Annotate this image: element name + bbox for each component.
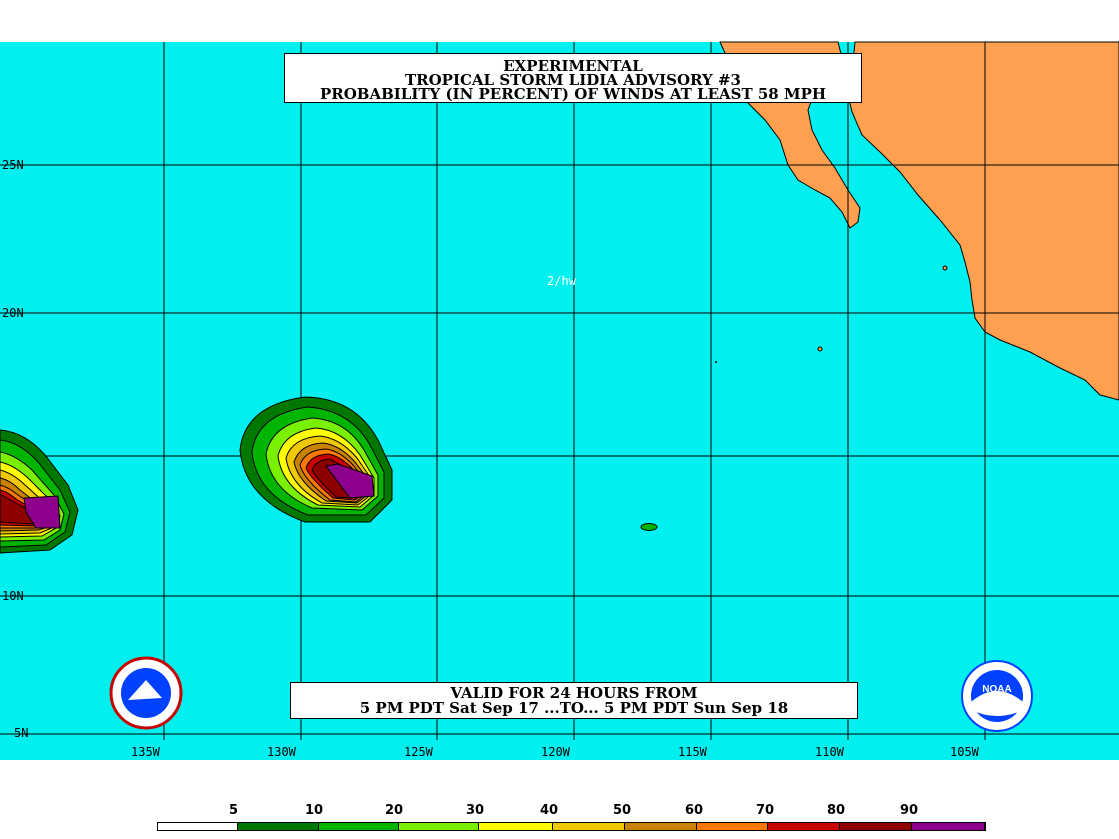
title-line-1: EXPERIMENTAL xyxy=(503,57,643,75)
legend-swatch xyxy=(399,823,479,830)
legend-tick: 80 xyxy=(827,803,846,818)
legend-color-bar xyxy=(157,822,986,831)
legend-swatch xyxy=(697,823,768,830)
legend-swatch xyxy=(912,823,985,830)
legend-swatch xyxy=(768,823,840,830)
legend-tick: 50 xyxy=(613,803,632,818)
legend-swatch xyxy=(479,823,553,830)
legend-tick: 60 xyxy=(685,803,704,818)
legend-tick: 30 xyxy=(466,803,485,818)
lon-label: 125W xyxy=(404,745,433,759)
lat-label: 20N xyxy=(2,306,24,320)
code-label: 2/hw xyxy=(547,274,576,288)
island xyxy=(942,265,948,271)
legend-swatch xyxy=(553,823,625,830)
title-box: EXPERIMENTAL TROPICAL STORM LIDIA ADVISO… xyxy=(284,53,862,103)
island xyxy=(817,346,823,352)
legend-swatch xyxy=(158,823,238,830)
storm-contours-center xyxy=(239,396,393,523)
mexico-mainland xyxy=(847,41,1119,401)
valid-line-2: 5 PM PDT Sat Sep 17 ...TO... 5 PM PDT Su… xyxy=(359,699,789,717)
title-line-3: PROBABILITY (IN PERCENT) OF WINDS AT LEA… xyxy=(319,85,827,103)
lon-label: 115W xyxy=(678,745,707,759)
legend-tick: 70 xyxy=(756,803,775,818)
legend-swatch xyxy=(625,823,697,830)
island xyxy=(640,523,658,531)
legend-tick: 90 xyxy=(900,803,919,818)
noaa-logo-icon: NOAA xyxy=(961,660,1033,732)
lat-label: 10N xyxy=(2,589,24,603)
lon-label: 105W xyxy=(950,745,979,759)
lat-label: 25N xyxy=(2,158,24,172)
legend-tick: 5 xyxy=(229,803,239,818)
lon-label: 135W xyxy=(131,745,160,759)
legend-tick: 40 xyxy=(540,803,559,818)
nws-logo-icon xyxy=(109,656,183,730)
lon-label: 110W xyxy=(815,745,844,759)
legend-swatch xyxy=(840,823,912,830)
legend-tick: 20 xyxy=(385,803,404,818)
lon-label: 130W xyxy=(267,745,296,759)
valid-period-box: VALID FOR 24 HOURS FROM 5 PM PDT Sat Sep… xyxy=(290,682,858,719)
svg-text:NOAA: NOAA xyxy=(982,684,1011,695)
probability-map: NOAA xyxy=(0,41,1119,760)
island xyxy=(715,361,717,363)
storm-contours-forecast xyxy=(0,429,79,554)
legend-swatch xyxy=(238,823,319,830)
title-line-2: TROPICAL STORM LIDIA ADVISORY #3 xyxy=(404,71,741,89)
valid-line-1: VALID FOR 24 HOURS FROM xyxy=(450,684,698,702)
lat-label: 5N xyxy=(14,726,29,740)
legend-swatch xyxy=(319,823,399,830)
legend-tick: 10 xyxy=(305,803,324,818)
grid xyxy=(0,42,1119,740)
lon-label: 120W xyxy=(541,745,570,759)
